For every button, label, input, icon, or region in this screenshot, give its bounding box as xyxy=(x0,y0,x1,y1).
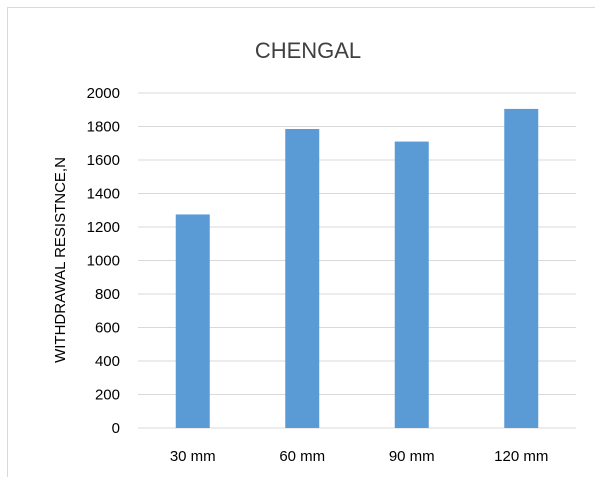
y-tick-label: 200 xyxy=(95,387,120,404)
y-axis-label: WITHDRAWAL RESISTNCE,N xyxy=(52,157,69,363)
y-tick-label: 1800 xyxy=(87,119,120,136)
chart-title: CHENGAL xyxy=(255,38,361,63)
chart-border xyxy=(7,7,595,477)
y-tick-label: 400 xyxy=(95,353,120,370)
x-tick-label: 60 mm xyxy=(279,448,325,465)
y-tick-label: 1600 xyxy=(87,152,120,169)
y-tick-label: 2000 xyxy=(87,85,120,102)
bars xyxy=(175,108,539,428)
x-tick-label: 90 mm xyxy=(389,448,435,465)
y-tick-label: 1400 xyxy=(87,186,120,203)
y-tick-label: 1200 xyxy=(87,219,120,236)
bar-60-mm xyxy=(285,129,320,428)
y-tick-label: 600 xyxy=(95,320,120,337)
bar-90-mm xyxy=(394,141,429,428)
y-tick-label: 800 xyxy=(95,286,120,303)
bar-120-mm xyxy=(504,108,539,428)
y-tick-labels: 0 200 400 600 800 1000 1200 1400 1600 1800 2000 xyxy=(87,85,120,437)
bar-30-mm xyxy=(175,214,210,428)
gridlines xyxy=(138,92,576,429)
x-tick-label: 30 mm xyxy=(170,448,216,465)
x-tick-labels: 30 mm 60 mm 90 mm 120 mm xyxy=(170,448,549,465)
y-tick-label: 0 xyxy=(112,420,120,437)
y-tick-label: 1000 xyxy=(87,253,120,270)
x-tick-label: 120 mm xyxy=(494,448,548,465)
